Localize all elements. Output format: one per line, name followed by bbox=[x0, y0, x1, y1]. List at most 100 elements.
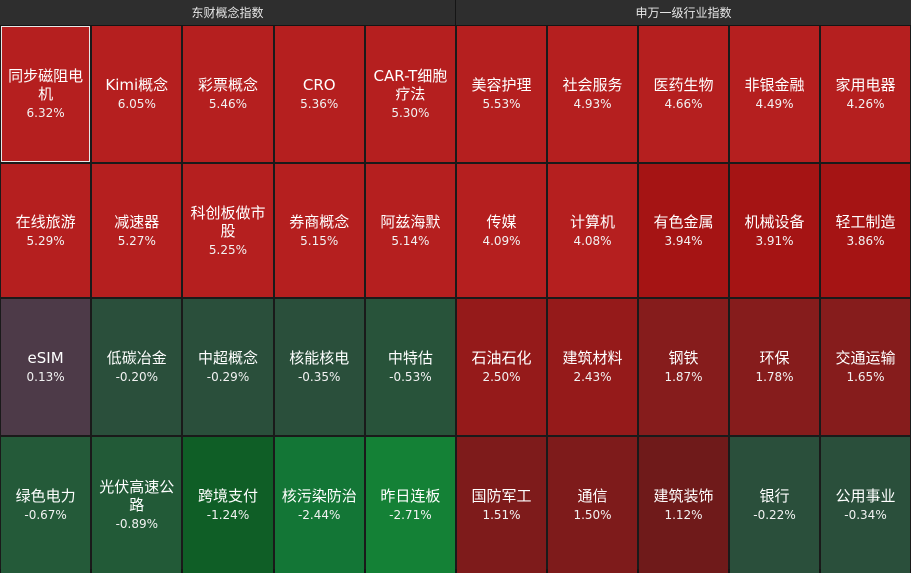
heatmap-tile[interactable]: 银行 -0.22% bbox=[730, 437, 819, 573]
tile-change-percent: -0.67% bbox=[24, 508, 67, 522]
tile-name: 建筑装饰 bbox=[653, 487, 714, 505]
tile-change-percent: 1.65% bbox=[846, 370, 885, 384]
tile-name: 建筑材料 bbox=[562, 349, 623, 367]
heatmap-tile[interactable]: 同步磁阻电机 6.32% bbox=[1, 26, 91, 162]
tile-name: 彩票概念 bbox=[197, 76, 258, 94]
heatmap-tile[interactable]: 传媒 4.09% bbox=[457, 164, 546, 297]
heatmap-tile[interactable]: 有色金属 3.94% bbox=[639, 164, 728, 297]
tile-change-percent: 5.53% bbox=[482, 97, 521, 111]
tile-change-percent: -0.89% bbox=[115, 517, 159, 531]
tile-name: eSIM bbox=[27, 349, 64, 367]
tile-name: 中特估 bbox=[387, 349, 433, 367]
tile-change-percent: 4.93% bbox=[573, 97, 612, 111]
heatmap-tile[interactable]: 绿色电力 -0.67% bbox=[1, 437, 91, 573]
tile-change-percent: 3.94% bbox=[664, 233, 703, 248]
tile-name: 有色金属 bbox=[653, 212, 714, 231]
tile-name: 轻工制造 bbox=[835, 212, 896, 231]
heatmap-tile[interactable]: 中特估 -0.53% bbox=[365, 299, 455, 435]
tile-change-percent: 1.78% bbox=[755, 370, 794, 384]
tile-name: 光伏高速公路 bbox=[99, 478, 175, 514]
concept-index-grid: 同步磁阻电机 6.32% Kimi概念 6.05% 彩票概念 5.46% CRO 5.36% C… bbox=[0, 26, 456, 573]
heatmap-tile[interactable]: 核能核电 -0.35% bbox=[274, 299, 364, 435]
tile-change-percent: 4.09% bbox=[482, 233, 521, 248]
tile-change-percent: -0.22% bbox=[753, 508, 796, 522]
heatmap-tile[interactable]: 科创板做市股 5.25% bbox=[183, 164, 273, 297]
tile-change-percent: 4.49% bbox=[755, 97, 794, 111]
heatmap-tile[interactable]: CAR-T细胞疗法 5.30% bbox=[365, 26, 455, 162]
concept-index-panel: 东财概念指数 同步磁阻电机 6.32% Kimi概念 6.05% 彩票概念 5.46% CR… bbox=[0, 0, 456, 573]
heatmap-tile[interactable]: 昨日连板 -2.71% bbox=[365, 437, 455, 573]
tile-change-percent: -1.24% bbox=[206, 508, 250, 522]
tile-name: 社会服务 bbox=[562, 76, 623, 94]
heatmap-tile[interactable]: 在线旅游 5.29% bbox=[1, 164, 91, 297]
tile-name: 家用电器 bbox=[835, 76, 896, 94]
heatmap-tile[interactable]: 家用电器 4.26% bbox=[821, 26, 910, 162]
tile-name: 在线旅游 bbox=[15, 212, 76, 231]
tile-name: 同步磁阻电机 bbox=[8, 67, 84, 103]
heatmap-tile[interactable]: 跨境支付 -1.24% bbox=[183, 437, 273, 573]
heatmap-tile[interactable]: 建筑材料 2.43% bbox=[548, 299, 637, 435]
tile-change-percent: 4.26% bbox=[846, 97, 885, 111]
tile-name: 银行 bbox=[759, 487, 790, 505]
heatmap-tile[interactable]: 环保 1.78% bbox=[730, 299, 819, 435]
heatmap-tile[interactable]: 石油石化 2.50% bbox=[457, 299, 546, 435]
heatmap-tile[interactable]: Kimi概念 6.05% bbox=[92, 26, 182, 162]
tile-change-percent: 0.13% bbox=[26, 370, 65, 384]
tile-change-percent: -0.34% bbox=[844, 508, 887, 522]
tile-change-percent: 5.25% bbox=[208, 242, 248, 257]
heatmap-tile[interactable]: CRO 5.36% bbox=[274, 26, 364, 162]
heatmap-tile[interactable]: 医药生物 4.66% bbox=[639, 26, 728, 162]
industry-index-panel: 申万一级行业指数 美容护理 5.53% 社会服务 4.93% 医药生物 4.66% 非银金融… bbox=[456, 0, 911, 573]
tile-name: CRO bbox=[302, 76, 336, 94]
heatmap-tile[interactable]: 减速器 5.27% bbox=[92, 164, 182, 297]
heatmap-tile[interactable]: eSIM 0.13% bbox=[1, 299, 91, 435]
tile-name: 计算机 bbox=[569, 212, 615, 231]
heatmap-tile[interactable]: 光伏高速公路 -0.89% bbox=[92, 437, 182, 573]
tile-name: 绿色电力 bbox=[15, 487, 76, 505]
heatmap-tile[interactable]: 核污染防治 -2.44% bbox=[274, 437, 364, 573]
tile-change-percent: 1.87% bbox=[664, 370, 703, 384]
tile-name: 环保 bbox=[759, 349, 790, 367]
tile-change-percent: -0.35% bbox=[297, 370, 341, 384]
heatmap-tile[interactable]: 中超概念 -0.29% bbox=[183, 299, 273, 435]
heatmap-tile[interactable]: 阿兹海默 5.14% bbox=[365, 164, 455, 297]
heatmap-tile[interactable]: 美容护理 5.53% bbox=[457, 26, 546, 162]
tile-change-percent: -2.44% bbox=[297, 508, 341, 522]
tile-change-percent: 5.46% bbox=[208, 97, 248, 111]
tile-change-percent: -0.29% bbox=[206, 370, 250, 384]
heatmap-tile[interactable]: 彩票概念 5.46% bbox=[183, 26, 273, 162]
heatmap-tile[interactable]: 国防军工 1.51% bbox=[457, 437, 546, 573]
heatmap-tile[interactable]: 通信 1.50% bbox=[548, 437, 637, 573]
heatmap-tile[interactable]: 公用事业 -0.34% bbox=[821, 437, 910, 573]
heatmap-tile[interactable]: 轻工制造 3.86% bbox=[821, 164, 910, 297]
tile-name: 昨日连板 bbox=[380, 487, 441, 505]
tile-name: 交通运输 bbox=[835, 349, 896, 367]
concept-index-panel-title: 东财概念指数 bbox=[0, 0, 456, 26]
tile-change-percent: 3.86% bbox=[846, 233, 885, 248]
heatmap-tile[interactable]: 低碳冶金 -0.20% bbox=[92, 299, 182, 435]
heatmap-tile[interactable]: 社会服务 4.93% bbox=[548, 26, 637, 162]
tile-change-percent: 5.27% bbox=[117, 233, 156, 248]
tile-name: 核能核电 bbox=[289, 349, 350, 367]
tile-name: 中超概念 bbox=[197, 349, 258, 367]
tile-name: 核污染防治 bbox=[281, 487, 357, 505]
tile-change-percent: 1.12% bbox=[664, 508, 703, 522]
tile-name: 非银金融 bbox=[744, 76, 805, 94]
tile-change-percent: 5.36% bbox=[300, 97, 339, 111]
tile-name: 券商概念 bbox=[289, 212, 350, 231]
tile-name: 通信 bbox=[577, 487, 608, 505]
heatmap-tile[interactable]: 机械设备 3.91% bbox=[730, 164, 819, 297]
heatmap-tile[interactable]: 建筑装饰 1.12% bbox=[639, 437, 728, 573]
heatmap-tile[interactable]: 钢铁 1.87% bbox=[639, 299, 728, 435]
tile-name: 减速器 bbox=[114, 212, 160, 231]
heatmap-tile[interactable]: 券商概念 5.15% bbox=[274, 164, 364, 297]
tile-name: 低碳冶金 bbox=[106, 349, 167, 367]
industry-index-grid: 美容护理 5.53% 社会服务 4.93% 医药生物 4.66% 非银金融 4.49% 家用电器… bbox=[456, 26, 911, 573]
heatmap-tile[interactable]: 交通运输 1.65% bbox=[821, 299, 910, 435]
tile-change-percent: 3.91% bbox=[755, 233, 794, 248]
heatmap-tile[interactable]: 计算机 4.08% bbox=[548, 164, 637, 297]
heatmap-tile[interactable]: 非银金融 4.49% bbox=[730, 26, 819, 162]
tile-name: 传媒 bbox=[486, 212, 517, 231]
tile-name: Kimi概念 bbox=[105, 76, 169, 94]
